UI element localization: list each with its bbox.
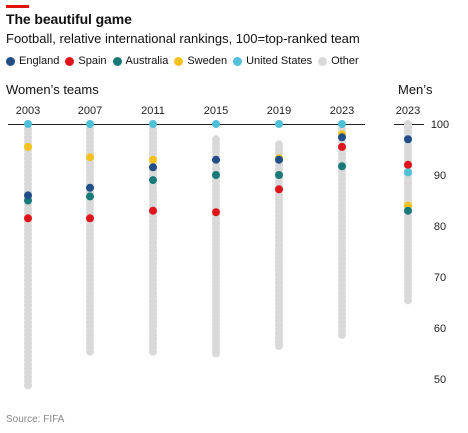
swatch-australia: [112, 56, 122, 66]
united-states-dot-women-2023: [338, 120, 346, 128]
united-states-dot-women-2015: [212, 120, 220, 128]
united-states-dot-women-2007: [86, 120, 94, 128]
legend-label-spain: Spain: [78, 55, 107, 67]
chart-title: The beautiful game: [6, 11, 132, 27]
spain-dot-women-2019: [275, 185, 283, 194]
legend-label-other: Other: [331, 55, 359, 67]
year-label-women-2015: 2015: [204, 105, 228, 117]
spain-dot-men-2023: [404, 160, 412, 169]
sweden-dot-women-2003: [24, 142, 32, 151]
legend-item-spain: Spain: [65, 55, 107, 67]
swatch-england: [6, 56, 15, 66]
y-tick-label-90: 90: [434, 170, 446, 182]
england-dot-women-2011: [149, 163, 157, 172]
year-label-women-2007: 2007: [78, 105, 102, 117]
legend: England Spain Australia Sweden United St…: [6, 55, 365, 67]
australia-dot-women-2007: [86, 192, 94, 201]
england-dot-women-2019: [275, 155, 283, 164]
sweden-dot-women-2007: [86, 153, 94, 162]
united-states-dot-women-2003: [24, 120, 32, 128]
other-dot-women-2023-49: [338, 330, 346, 339]
legend-item-sweden: Sweden: [174, 55, 227, 67]
legend-label-england: England: [19, 55, 60, 67]
y-tick-label-80: 80: [434, 221, 446, 233]
swatch-other: [318, 56, 328, 66]
spain-dot-women-2023: [338, 142, 346, 151]
england-dot-women-2007: [86, 183, 94, 192]
y-tick-label-70: 70: [434, 272, 446, 284]
spain-dot-women-2011: [149, 206, 157, 215]
other-dot-women-2011-53: [149, 347, 157, 356]
other-dot-men-2023-42: [404, 296, 412, 305]
year-label-women-2003: 2003: [16, 105, 40, 117]
australia-dot-women-2019: [275, 171, 283, 179]
chart-subtitle: Football, relative international ranking…: [6, 31, 360, 46]
other-dot-women-2019-48: [275, 342, 283, 350]
women-panel-label: Women’s teams: [6, 82, 99, 97]
legend-item-england: England: [6, 55, 59, 67]
y-tick-label-50: 50: [434, 374, 446, 386]
spain-dot-women-2007: [86, 214, 94, 223]
united-states-dot-women-2011: [149, 120, 157, 128]
year-label-women-2019: 2019: [267, 105, 291, 117]
united-states-dot-women-2019: [275, 120, 283, 128]
legend-item-australia: Australia: [112, 55, 169, 67]
other-dot-women-2015-51: [212, 349, 220, 358]
spain-dot-women-2015: [212, 208, 220, 217]
swatch-united-states: [233, 56, 243, 66]
spain-dot-women-2003: [24, 214, 32, 223]
england-dot-women-2023: [338, 133, 346, 142]
year-label-men-2023: 2023: [396, 105, 420, 117]
australia-dot-men-2023: [404, 206, 412, 215]
source-note: Source: FIFA: [6, 414, 65, 425]
legend-item-united-states: United States: [233, 55, 312, 67]
y-tick-label-60: 60: [434, 323, 446, 335]
legend-item-other: Other: [318, 55, 359, 67]
other-dot-women-2003-61: [24, 381, 32, 390]
england-dot-women-2015: [212, 155, 220, 164]
united-states-dot-men-2023: [404, 168, 412, 177]
other-dot-women-2007-53: [86, 347, 94, 356]
year-label-women-2023: 2023: [330, 105, 354, 117]
england-dot-men-2023: [404, 135, 412, 144]
australia-dot-women-2011: [149, 176, 157, 185]
australia-dot-women-2023: [338, 162, 346, 171]
legend-label-united-states: United States: [246, 55, 313, 67]
men-panel-label: Men’s: [398, 82, 433, 97]
year-label-women-2011: 2011: [141, 105, 165, 117]
australia-dot-women-2015: [212, 171, 220, 179]
swatch-spain: [65, 56, 75, 66]
y-tick-label-100: 100: [431, 119, 449, 131]
england-dot-women-2003: [24, 191, 32, 200]
swatch-sweden: [174, 56, 184, 66]
sweden-dot-women-2011: [149, 155, 157, 164]
legend-label-australia: Australia: [125, 55, 169, 67]
brand-accent-bar: [6, 5, 29, 8]
legend-label-sweden: Sweden: [187, 55, 228, 67]
